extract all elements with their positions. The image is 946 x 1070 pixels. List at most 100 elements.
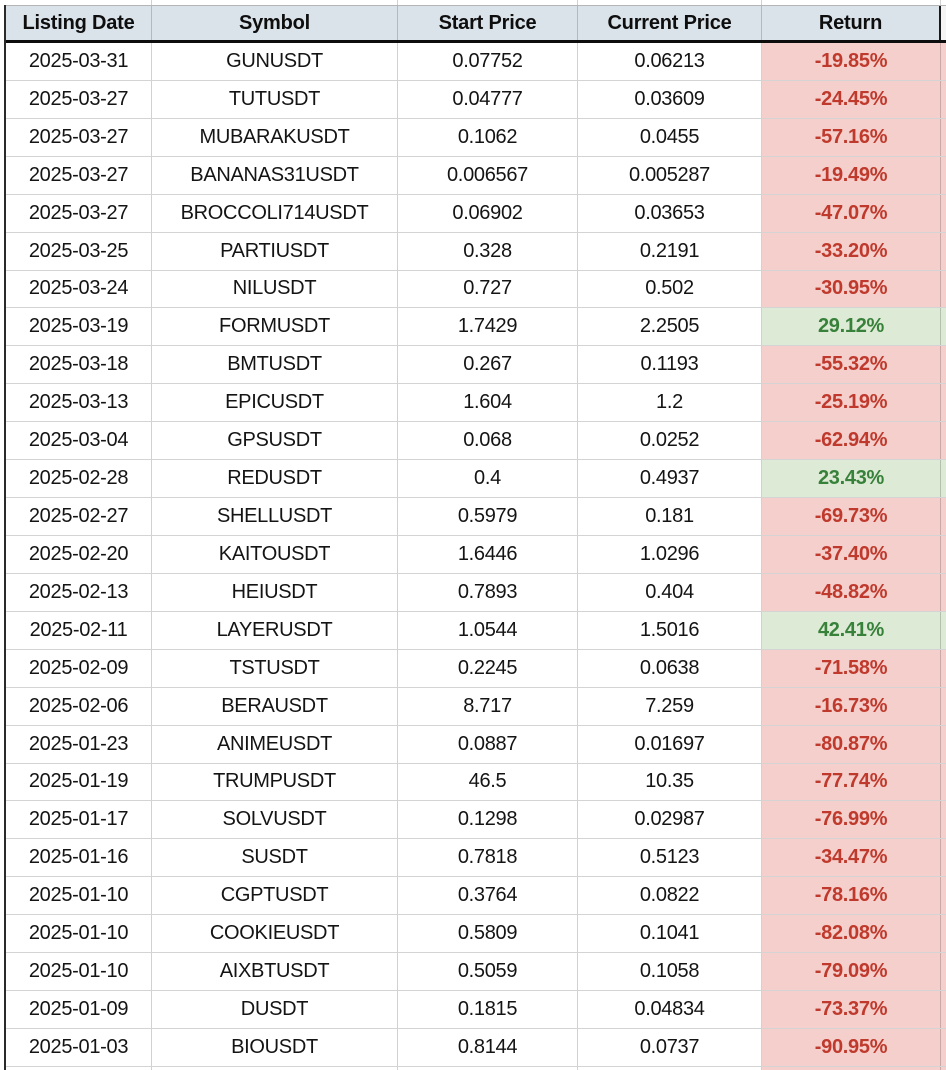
cell-symbol[interactable]: ANIMEUSDT xyxy=(152,725,398,763)
cell-current-price[interactable]: 0.03653 xyxy=(578,194,762,232)
cell-current-price[interactable]: 0.04834 xyxy=(578,991,762,1028)
header-return[interactable]: Return xyxy=(762,6,941,40)
cell-symbol[interactable]: EPICUSDT xyxy=(152,384,398,422)
cell-return[interactable]: -30.95% xyxy=(762,270,941,308)
cell-start-price[interactable]: 1.6446 xyxy=(398,535,578,573)
cell-symbol[interactable]: BMTUSDT xyxy=(152,346,398,384)
cell-current-price[interactable]: 0.06213 xyxy=(578,43,762,80)
cell-current-price[interactable]: 0.0638 xyxy=(578,649,762,687)
cell-listing-date[interactable]: 2025-02-27 xyxy=(6,498,152,535)
cell-return[interactable]: -37.40% xyxy=(762,535,941,573)
cell-symbol[interactable]: AIXBTUSDT xyxy=(152,953,398,991)
cell-symbol[interactable]: MUBARAKUSDT xyxy=(152,118,398,156)
cell-start-price[interactable]: 0.07752 xyxy=(398,43,578,80)
cell-return[interactable]: -19.85% xyxy=(762,43,941,80)
cell-symbol[interactable]: SUSDT xyxy=(152,839,398,877)
cell-start-price[interactable]: 0.006567 xyxy=(398,156,578,194)
cell-return[interactable]: -71.58% xyxy=(762,649,941,687)
cell-return[interactable]: -24.45% xyxy=(762,80,941,118)
cell-return[interactable]: -78.16% xyxy=(762,877,941,915)
cell-current-price[interactable]: 0.03609 xyxy=(578,80,762,118)
cell-symbol[interactable]: BIOUSDT xyxy=(152,1028,398,1066)
cell-return[interactable]: -76.99% xyxy=(762,801,941,839)
cell-listing-date[interactable]: 2025-02-28 xyxy=(6,460,152,498)
cell-listing-date[interactable]: 2025-01-16 xyxy=(6,839,152,877)
cell-listing-date[interactable]: 2025-02-06 xyxy=(6,687,152,725)
cell-current-price[interactable]: 0.1041 xyxy=(578,915,762,953)
cell-symbol[interactable]: SOLVUSDT xyxy=(152,801,398,839)
cell-listing-date[interactable]: 2025-03-27 xyxy=(6,118,152,156)
cell-symbol[interactable]: SHELLUSDT xyxy=(152,498,398,535)
cell-return[interactable]: -90.95% xyxy=(762,1028,941,1066)
cell-return[interactable]: -77.74% xyxy=(762,763,941,801)
cell-current-price[interactable]: 0.0737 xyxy=(578,1028,762,1066)
cell-start-price[interactable]: 1.7429 xyxy=(398,308,578,346)
cell-symbol[interactable]: DUSDT xyxy=(152,991,398,1028)
cell-symbol[interactable]: COOKIEUSDT xyxy=(152,915,398,953)
cell-start-price[interactable]: 0.8144 xyxy=(398,1028,578,1066)
cell-listing-date[interactable]: 2025-02-11 xyxy=(6,611,152,649)
cell-start-price[interactable]: 0.5059 xyxy=(398,953,578,991)
cell-symbol[interactable]: TRUMPUSDT xyxy=(152,763,398,801)
cell-current-price[interactable]: 0.02987 xyxy=(578,801,762,839)
cell-listing-date[interactable]: 2025-02-13 xyxy=(6,573,152,611)
cell-return[interactable]: -19.49% xyxy=(762,156,941,194)
cell-current-price[interactable]: 0.2191 xyxy=(578,232,762,270)
cell-listing-date[interactable]: 2025-03-27 xyxy=(6,156,152,194)
cell-current-price[interactable]: 0.0822 xyxy=(578,877,762,915)
cell-start-price[interactable]: 0.3764 xyxy=(398,877,578,915)
cell-symbol[interactable]: HEIUSDT xyxy=(152,573,398,611)
header-listing-date[interactable]: Listing Date xyxy=(6,6,152,40)
cell-return[interactable]: -55.32% xyxy=(762,346,941,384)
cell-start-price[interactable]: 0.267 xyxy=(398,346,578,384)
cell-return[interactable]: -73.37% xyxy=(762,991,941,1028)
cell-current-price[interactable]: 0.5123 xyxy=(578,839,762,877)
cell-symbol[interactable]: KAITOUSDT xyxy=(152,535,398,573)
cell-symbol[interactable]: CGPTUSDT xyxy=(152,877,398,915)
cell-listing-date[interactable]: 2025-03-25 xyxy=(6,232,152,270)
cell-listing-date[interactable]: 2025-03-27 xyxy=(6,194,152,232)
cell-return[interactable]: 42.41% xyxy=(762,611,941,649)
cell-listing-date[interactable]: 2025-01-19 xyxy=(6,763,152,801)
cell-return[interactable]: 23.43% xyxy=(762,460,941,498)
cell-start-price[interactable]: 0.1298 xyxy=(398,801,578,839)
cell-symbol[interactable]: PARTIUSDT xyxy=(152,232,398,270)
cell-current-price[interactable]: 0.404 xyxy=(578,573,762,611)
cell-listing-date[interactable]: 2025-01-10 xyxy=(6,877,152,915)
cell-start-price[interactable]: 1.0544 xyxy=(398,611,578,649)
cell-current-price[interactable]: 0.01697 xyxy=(578,725,762,763)
cell-listing-date[interactable]: 2025-03-19 xyxy=(6,308,152,346)
cell-current-price[interactable]: 1.0296 xyxy=(578,535,762,573)
cell-start-price[interactable]: 0.5809 xyxy=(398,915,578,953)
cell-symbol[interactable]: GUNUSDT xyxy=(152,43,398,80)
cell-symbol[interactable]: BROCCOLI714USDT xyxy=(152,194,398,232)
header-current-price[interactable]: Current Price xyxy=(578,6,762,40)
cell-current-price[interactable]: 0.0455 xyxy=(578,118,762,156)
cell-listing-date[interactable]: 2025-03-27 xyxy=(6,80,152,118)
cell-listing-date[interactable]: 2025-01-23 xyxy=(6,725,152,763)
cell-return[interactable]: -25.19% xyxy=(762,384,941,422)
cell-current-price[interactable]: 10.35 xyxy=(578,763,762,801)
cell-start-price[interactable]: 0.2245 xyxy=(398,649,578,687)
cell-current-price[interactable]: 1.2 xyxy=(578,384,762,422)
cell-listing-date[interactable]: 2025-02-09 xyxy=(6,649,152,687)
cell-symbol[interactable]: LAYERUSDT xyxy=(152,611,398,649)
cell-listing-date[interactable]: 2025-03-04 xyxy=(6,422,152,460)
cell-start-price[interactable]: 0.04777 xyxy=(398,80,578,118)
cell-return[interactable]: -47.07% xyxy=(762,194,941,232)
cell-start-price[interactable]: 1.604 xyxy=(398,384,578,422)
cell-start-price[interactable]: 0.06902 xyxy=(398,194,578,232)
cell-start-price[interactable]: 0.7893 xyxy=(398,573,578,611)
cell-current-price[interactable]: 0.0252 xyxy=(578,422,762,460)
cell-return[interactable]: -82.08% xyxy=(762,915,941,953)
cell-return[interactable]: -16.73% xyxy=(762,687,941,725)
cell-listing-date[interactable]: 2025-02-20 xyxy=(6,535,152,573)
cell-listing-date[interactable]: 2025-03-18 xyxy=(6,346,152,384)
cell-return[interactable]: -69.73% xyxy=(762,498,941,535)
cell-start-price[interactable]: 0.727 xyxy=(398,270,578,308)
cell-return[interactable]: -80.87% xyxy=(762,725,941,763)
cell-listing-date[interactable]: 2025-03-13 xyxy=(6,384,152,422)
cell-return[interactable]: -48.82% xyxy=(762,573,941,611)
cell-current-price[interactable]: 2.2505 xyxy=(578,308,762,346)
cell-return[interactable]: 29.12% xyxy=(762,308,941,346)
